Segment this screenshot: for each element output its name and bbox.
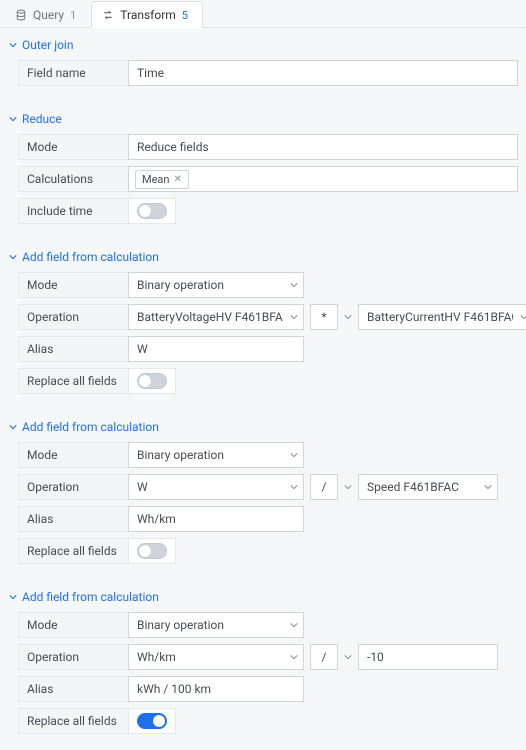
select-left-operand[interactable]: [128, 644, 304, 670]
calculations-field[interactable]: Mean ✕: [128, 166, 518, 192]
chevron-down-icon: [344, 650, 352, 664]
chip-label: Mean: [142, 173, 170, 186]
select-left-operand[interactable]: [128, 474, 304, 500]
section-header-calc-1[interactable]: Add field from calculation: [0, 246, 526, 268]
input-field-name[interactable]: [128, 60, 518, 86]
select-left-operand[interactable]: [128, 304, 304, 330]
label-replace-all: Replace all fields: [18, 708, 128, 734]
label-alias: Alias: [18, 336, 128, 362]
toggle-replace-all[interactable]: [137, 713, 167, 729]
chevron-down-icon: [344, 480, 352, 494]
select-mode[interactable]: [128, 612, 304, 638]
section-calc-3: Add field from calculation Mode Operatio…: [0, 580, 526, 750]
label-replace-all: Replace all fields: [18, 368, 128, 394]
chip-mean[interactable]: Mean ✕: [135, 170, 189, 189]
chevron-down-icon: [8, 253, 18, 261]
label-operation: Operation: [18, 644, 128, 670]
section-reduce: Reduce Mode Calculations Mean ✕ Include …: [0, 102, 526, 240]
select-mode[interactable]: [128, 442, 304, 468]
label-operation: Operation: [18, 304, 128, 330]
label-calculations: Calculations: [18, 166, 128, 192]
section-title: Reduce: [22, 112, 62, 126]
section-title: Add field from calculation: [22, 420, 159, 434]
chevron-down-icon: [8, 593, 18, 601]
section-calc-1: Add field from calculation Mode Operatio…: [0, 240, 526, 410]
select-operator[interactable]: [310, 474, 338, 500]
toggle-include-time[interactable]: [137, 203, 167, 219]
select-right-operand[interactable]: [358, 304, 526, 330]
section-outer-join: Outer join Field name: [0, 28, 526, 102]
section-header-outer-join[interactable]: Outer join: [0, 34, 526, 56]
input-alias[interactable]: [128, 676, 304, 702]
select-operator[interactable]: [310, 644, 338, 670]
transform-icon: [102, 9, 114, 21]
input-mode[interactable]: [128, 134, 518, 160]
section-header-reduce[interactable]: Reduce: [0, 108, 526, 130]
chevron-down-icon: [8, 41, 18, 49]
tab-transform-label: Transform: [120, 8, 176, 22]
label-field-name: Field name: [18, 60, 128, 86]
database-icon: [15, 9, 27, 21]
tabs-bar: Query 1 Transform 5: [0, 0, 526, 28]
toggle-replace-all[interactable]: [137, 373, 167, 389]
section-header-calc-3[interactable]: Add field from calculation: [0, 586, 526, 608]
label-mode: Mode: [18, 134, 128, 160]
section-title: Outer join: [22, 38, 73, 52]
section-calc-2: Add field from calculation Mode Operatio…: [0, 410, 526, 580]
section-title: Add field from calculation: [22, 250, 159, 264]
label-mode: Mode: [18, 612, 128, 638]
chevron-down-icon: [8, 423, 18, 431]
label-include-time: Include time: [18, 198, 128, 224]
section-title: Add field from calculation: [22, 590, 159, 604]
label-alias: Alias: [18, 676, 128, 702]
input-alias[interactable]: [128, 506, 304, 532]
label-replace-all: Replace all fields: [18, 538, 128, 564]
select-right-operand[interactable]: [358, 474, 498, 500]
tab-transform[interactable]: Transform 5: [91, 1, 203, 28]
tab-query[interactable]: Query 1: [4, 1, 91, 28]
label-alias: Alias: [18, 506, 128, 532]
toggle-replace-all[interactable]: [137, 543, 167, 559]
tab-transform-count: 5: [182, 9, 188, 22]
chevron-down-icon: [344, 310, 352, 324]
tab-query-count: 1: [70, 9, 76, 22]
chevron-down-icon: [8, 115, 18, 123]
input-right-operand[interactable]: [358, 644, 498, 670]
label-operation: Operation: [18, 474, 128, 500]
select-operator[interactable]: [310, 304, 338, 330]
input-alias[interactable]: [128, 336, 304, 362]
section-header-calc-2[interactable]: Add field from calculation: [0, 416, 526, 438]
select-mode[interactable]: [128, 272, 304, 298]
label-mode: Mode: [18, 442, 128, 468]
tab-query-label: Query: [33, 8, 64, 22]
label-mode: Mode: [18, 272, 128, 298]
remove-icon[interactable]: ✕: [174, 174, 182, 185]
